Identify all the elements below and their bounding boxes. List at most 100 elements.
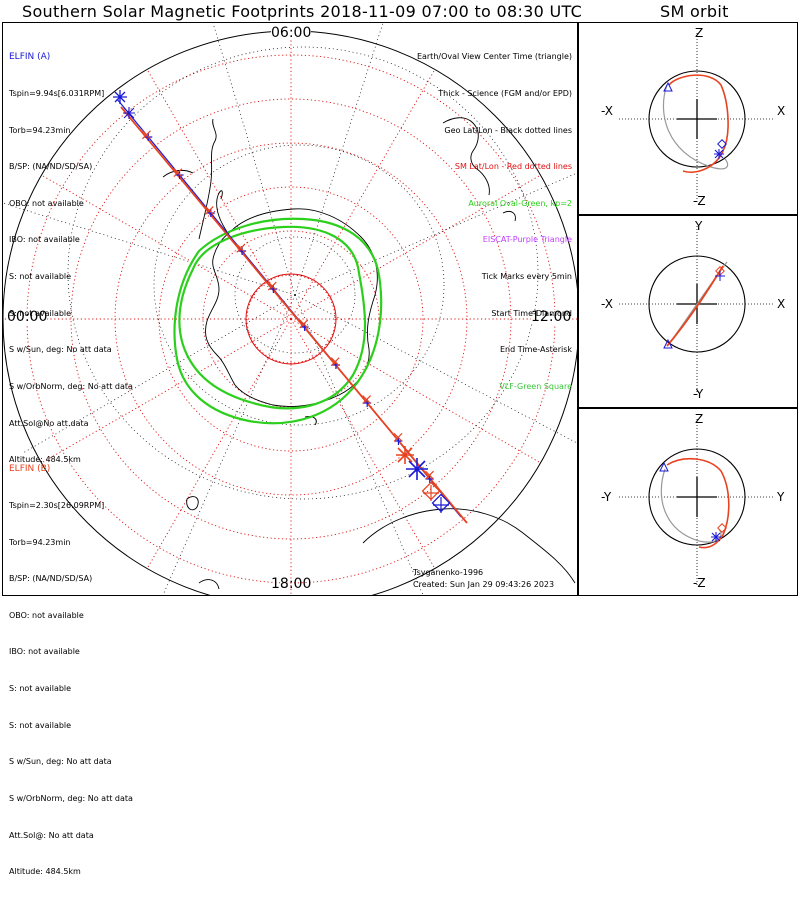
- elfin-b-info: ELFIN (B) Tspin=2.30s[26.09RPM] Torb=94.…: [9, 439, 133, 903]
- elfin-b-tick: [362, 395, 372, 404]
- south-america-coast: [198, 118, 217, 240]
- antarctic-peninsula: [216, 190, 230, 236]
- axis-bottom-label: -Y: [693, 387, 704, 401]
- tick-marks: [142, 130, 434, 483]
- orbit-panel-yz: Z -Z -Y Y: [578, 408, 798, 596]
- axis-right-label: Y: [777, 490, 785, 504]
- elfin-b-line: IBO: not available: [9, 647, 80, 657]
- hour-label-right: 12:00: [531, 309, 572, 325]
- axis-top-label: Z: [695, 26, 704, 40]
- elfin-a-start-cross: [433, 497, 449, 513]
- elfin-b-tick: [236, 243, 246, 253]
- elfin-b-tick: [425, 470, 434, 480]
- orbit-start-diamond: [717, 139, 727, 149]
- auroral-oval-inner: [178, 225, 367, 410]
- earth-circle: [648, 448, 746, 546]
- antarctica-coast: [205, 208, 378, 407]
- nz-island: [186, 496, 199, 511]
- elfin-b-line: Altitude: 484.5km: [9, 867, 81, 877]
- elfin-a-line: S: not available: [9, 308, 72, 318]
- elfin-b-start-cross: [423, 485, 439, 501]
- elfin-b-line: S w/Sun, deg: No att data: [9, 757, 112, 767]
- elfin-a-line: Torb=94.23min: [9, 125, 71, 135]
- elfin-b-track: [120, 106, 468, 524]
- south-america-tip: [162, 169, 194, 178]
- africa-coast: [442, 117, 490, 196]
- map-legend: Earth/Oval View Center Time (triangle) T…: [417, 27, 572, 418]
- axis-top-label: Y: [695, 219, 703, 233]
- axis-right-label: X: [777, 104, 786, 118]
- orbit-panel-xz: Z -Z -X X: [578, 22, 798, 215]
- island-coast-3: [198, 579, 220, 590]
- page-title: Southern Solar Magnetic Footprints 2018-…: [22, 2, 583, 21]
- hour-label-left: 00:00: [7, 309, 48, 325]
- elfin-b-line: OBO: not available: [9, 610, 84, 620]
- orbit-start-diamond: [717, 523, 727, 533]
- elfin-b-line: Tspin=2.30s[26.09RPM]: [9, 501, 105, 511]
- model-credit: Tsyganenko-1996: [413, 568, 484, 577]
- elfin-a-line: Att.Sol@No att.data: [9, 418, 89, 428]
- elfin-a-line: Tspin=9.94s[6.031RPM]: [9, 89, 105, 99]
- elfin-b-track-line: [120, 106, 468, 524]
- orbit-shadow: [660, 468, 722, 543]
- hour-label-top: 06:00: [271, 25, 312, 41]
- elfin-a-tick: [425, 475, 434, 483]
- elfin-b-line: S: not available: [9, 720, 72, 730]
- elfin-a-tick: [206, 209, 215, 217]
- elfin-b-tick: [267, 281, 277, 291]
- elfin-b-name: ELFIN (B): [9, 464, 51, 475]
- elfin-a-name: ELFIN (A): [9, 52, 51, 63]
- legend-item: Earth/Oval View Center Time (triangle): [416, 52, 572, 62]
- sm-lat-ring: [246, 274, 336, 364]
- sm-lat-ring: [158, 186, 424, 452]
- earth-circle: [648, 255, 746, 353]
- elfin-b-line: Att.Sol@: No att data: [9, 830, 94, 840]
- sm-lat-ring: [70, 98, 512, 540]
- orbit-center-triangle: [659, 461, 669, 472]
- elfin-a-end-asterisk: [113, 90, 127, 104]
- elfin-a-center-asterisk: [406, 458, 428, 480]
- orbit-start-diamond: [715, 266, 725, 276]
- elfin-b-line: B/SP: (NA/ND/SD/SA): [9, 574, 93, 584]
- auroral-oval: [173, 217, 383, 425]
- elfin-a-line: S w/Sun, deg: No att data: [9, 345, 112, 355]
- legend-item: Tick Marks every 5min: [481, 272, 572, 282]
- elfin-a-line: IBO: not available: [9, 235, 80, 245]
- elfin-b-tick: [173, 168, 183, 178]
- orbit-end-asterisk: [711, 532, 721, 542]
- elfin-b-line: Torb=94.23min: [9, 537, 71, 547]
- legend-item: SM Lat/Lon - Red dotted lines: [454, 162, 572, 172]
- orbit-path: [668, 74, 729, 173]
- legend-item: Auroral Oval-Green, kp=2: [468, 198, 572, 208]
- legend-item: Start Time-Diamond: [491, 308, 572, 318]
- legend-item: End Time-Asterisk: [499, 345, 572, 355]
- elfin-a-line: OBO: not available: [9, 198, 84, 208]
- axis-left-label: -X: [601, 104, 613, 118]
- elfin-b-tick: [142, 130, 151, 140]
- auroral-oval-outer: [173, 217, 383, 425]
- legend-item: EISCAT-Purple Triangle: [482, 235, 572, 245]
- axis-top-label: Z: [695, 412, 704, 426]
- australia-coast: [362, 508, 576, 584]
- orbit-plot-xz: [619, 33, 775, 204]
- orbit-path: [666, 458, 730, 549]
- footprint-map-panel: 06:00 00:00 12:00 18:00 ELFIN (A) Tspin=…: [2, 22, 578, 876]
- axis-left-label: -X: [601, 297, 613, 311]
- orbit-end-asterisk: [715, 271, 725, 281]
- orbit-plot-xy: [619, 226, 775, 397]
- elfin-a-tick: [238, 247, 247, 255]
- end-asterisks: [113, 90, 135, 119]
- created-credit: Created: Sun Jan 29 09:43:26 2023: [413, 580, 555, 589]
- axis-bottom-label: -Z: [693, 194, 706, 208]
- elfin-b-center-asterisk: [396, 446, 414, 464]
- geo-grid: [3, 23, 577, 595]
- elfin-a-end-asterisk-2: [123, 107, 135, 119]
- orbit-end-asterisk: [714, 149, 724, 159]
- elfin-a-line: S w/OrbNorm, deg: No att data: [9, 381, 133, 391]
- elfin-b-tick: [299, 319, 309, 329]
- elfin-a-line: S: not available: [9, 272, 72, 282]
- start-diamonds: [421, 481, 451, 513]
- island-coast: [502, 210, 516, 222]
- orbit-title: SM orbit: [660, 2, 729, 21]
- elfin-a-tick: [269, 285, 278, 293]
